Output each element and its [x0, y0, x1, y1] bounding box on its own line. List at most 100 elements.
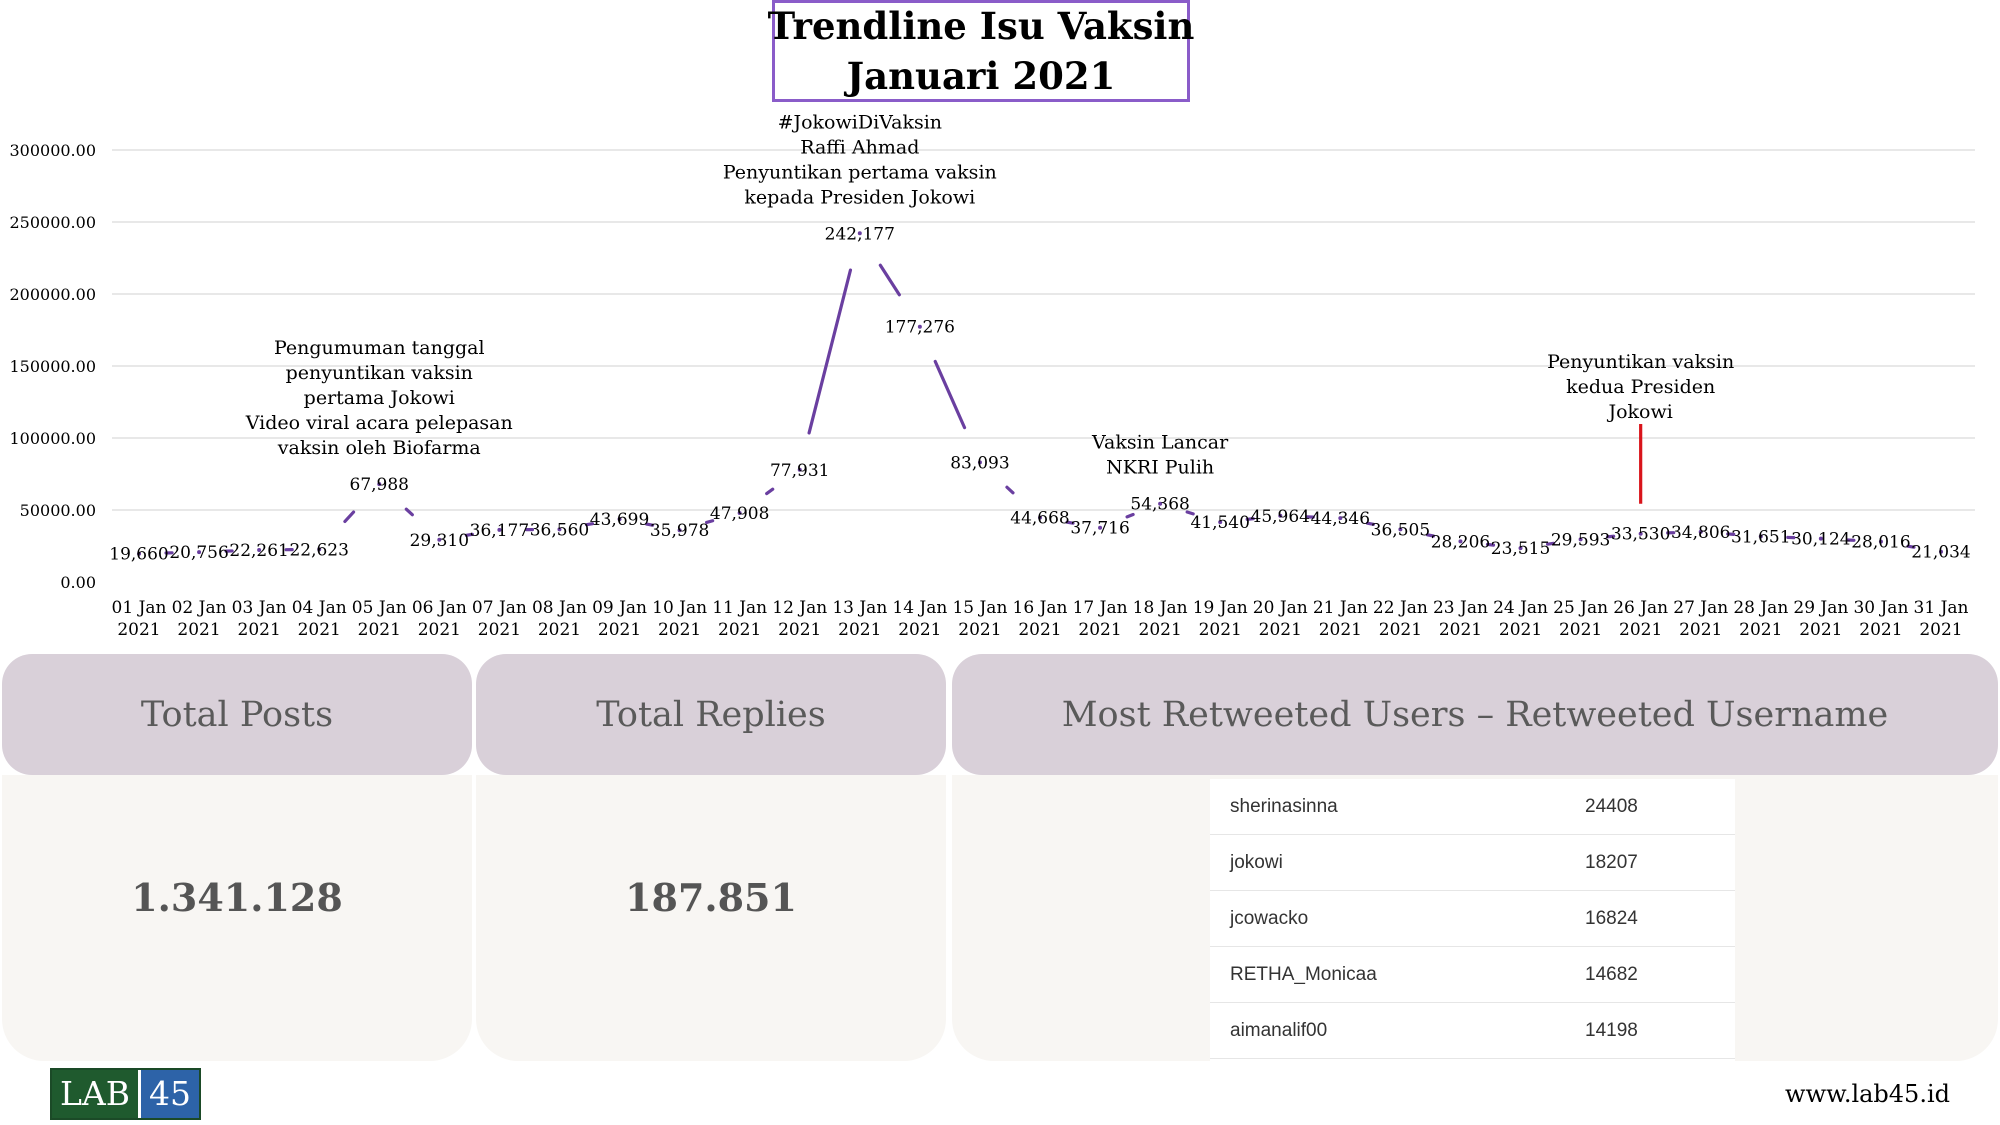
data-point [1278, 513, 1283, 518]
chart-title-line-2: Januari 2021 [846, 54, 1116, 98]
data-label: 20,756 [169, 543, 228, 563]
data-point [257, 547, 262, 552]
retweeted-username: jcowacko [1230, 907, 1309, 929]
data-point [1518, 546, 1523, 551]
x-tick-label: 29 Jan [1793, 598, 1848, 618]
data-point [1698, 529, 1703, 534]
x-tick-label: 2021 [1859, 620, 1902, 640]
series-line-segment [1545, 541, 1556, 546]
trend-chart: 0.00 50000.00 100000.00 150000.00 200000.00 2… [9, 111, 1975, 640]
x-tick-label: 08 Jan [532, 598, 587, 618]
x-tick-label: 02 Jan [172, 598, 227, 618]
lab45-logo: LAB 45 [50, 1068, 201, 1120]
retweet-count: 16824 [1585, 907, 1638, 929]
data-label: 242,177 [825, 224, 895, 244]
x-tick-label: 30 Jan [1853, 598, 1908, 618]
data-label: 177,276 [885, 318, 955, 338]
data-point [617, 517, 622, 522]
most-retweeted-header: Most Retweeted Users – Retweeted Usernam… [952, 654, 1998, 775]
y-tick-label: 300000.00 [9, 141, 96, 160]
data-point [1939, 549, 1943, 554]
x-tick-label: 15 Jan [952, 598, 1007, 618]
annotation-text: Pengumuman tanggal [274, 337, 485, 359]
series-line-segment [933, 359, 967, 430]
data-label: 44,668 [1010, 509, 1069, 529]
data-label: 22,623 [289, 540, 348, 560]
total-replies-value: 187.851 [625, 875, 797, 920]
data-label: 41,540 [1190, 513, 1249, 533]
x-tick-label: 26 Jan [1613, 598, 1668, 618]
x-tick-label: 2021 [1078, 620, 1121, 640]
data-label: 28,016 [1851, 533, 1910, 553]
data-point [137, 551, 141, 556]
x-tick-label: 16 Jan [1013, 598, 1068, 618]
logo-lab-text: LAB [52, 1070, 138, 1118]
x-tick-label: 2021 [538, 620, 581, 640]
y-tick-label: 200000.00 [9, 285, 96, 304]
x-tick-label: 09 Jan [592, 598, 647, 618]
x-tick-label: 07 Jan [472, 598, 527, 618]
chart-title: Trendline Isu Vaksin Januari 2021 [768, 0, 1194, 102]
data-label: 22,261 [229, 541, 288, 561]
x-tick-label: 2021 [238, 620, 281, 640]
x-tick-label: 10 Jan [652, 598, 707, 618]
series-line-segment [807, 268, 853, 435]
x-tick-label: 2021 [1199, 620, 1242, 640]
data-point [737, 511, 742, 516]
total-replies-card [476, 775, 946, 1061]
x-tick-label: 19 Jan [1193, 598, 1248, 618]
annotation-text: penyuntikan vaksin [286, 362, 473, 384]
series-line-segment [878, 263, 901, 297]
annotation-text: vaksin oleh Biofarma [277, 437, 481, 459]
data-label: 30,124 [1791, 530, 1850, 550]
data-label: 36,505 [1371, 520, 1430, 540]
data-label: 43,699 [590, 510, 649, 530]
y-tick-label: 100000.00 [9, 429, 96, 448]
data-point [1098, 525, 1103, 530]
x-tick-label: 04 Jan [292, 598, 347, 618]
data-label: 34,806 [1671, 523, 1730, 543]
data-point [497, 527, 502, 532]
x-tick-label: 2021 [1018, 620, 1061, 640]
x-tick-label: 2021 [1139, 620, 1182, 640]
series-line-segment [343, 510, 356, 524]
logo-number-text: 45 [141, 1070, 199, 1118]
retweet-count: 18207 [1585, 851, 1638, 873]
data-label: 47,908 [710, 504, 769, 524]
x-tick-label: 2021 [1319, 620, 1362, 640]
data-point [1818, 536, 1823, 541]
x-tick-label: 2021 [418, 620, 461, 640]
data-label: 31,651 [1731, 527, 1790, 547]
data-label: 29,593 [1551, 530, 1610, 550]
x-tick-label: 2021 [1619, 620, 1662, 640]
data-label: 21,034 [1911, 543, 1970, 563]
table-row: RETHA_Monicaa 14682 [1210, 947, 1735, 1003]
x-tick-label: 18 Jan [1133, 598, 1188, 618]
chart-title-line-1: Trendline Isu Vaksin [767, 4, 1195, 48]
x-tick-label: 2021 [898, 620, 941, 640]
total-replies-header: Total Replies [476, 654, 946, 775]
x-tick-label: 12 Jan [772, 598, 827, 618]
data-label: 28,206 [1431, 532, 1490, 552]
data-label: 37,716 [1070, 519, 1129, 539]
data-point [557, 527, 562, 532]
data-point [1158, 501, 1163, 506]
retweeted-users-table: sherinasinna 24408 jokowi 18207 jcowacko… [1210, 779, 1735, 1061]
x-tick-label: 11 Jan [712, 598, 767, 618]
series-line-segment [584, 522, 595, 527]
data-label: 23,515 [1491, 539, 1550, 559]
data-point [977, 460, 982, 465]
series-line-segment [1425, 533, 1436, 538]
x-tick-label: 2021 [1799, 620, 1842, 640]
x-tick-label: 2021 [478, 620, 521, 640]
series-line-segment [1485, 542, 1496, 547]
data-point [1758, 534, 1763, 539]
series-line-segment [1125, 512, 1135, 519]
x-tick-label: 2021 [358, 620, 401, 640]
series-line-segment [404, 507, 414, 517]
x-tick-label: 20 Jan [1253, 598, 1308, 618]
data-label: 19,660 [109, 545, 168, 565]
annotation-text: NKRI Pulih [1106, 457, 1214, 479]
data-label: 45,964 [1251, 507, 1310, 527]
data-label: 36,560 [530, 520, 589, 540]
